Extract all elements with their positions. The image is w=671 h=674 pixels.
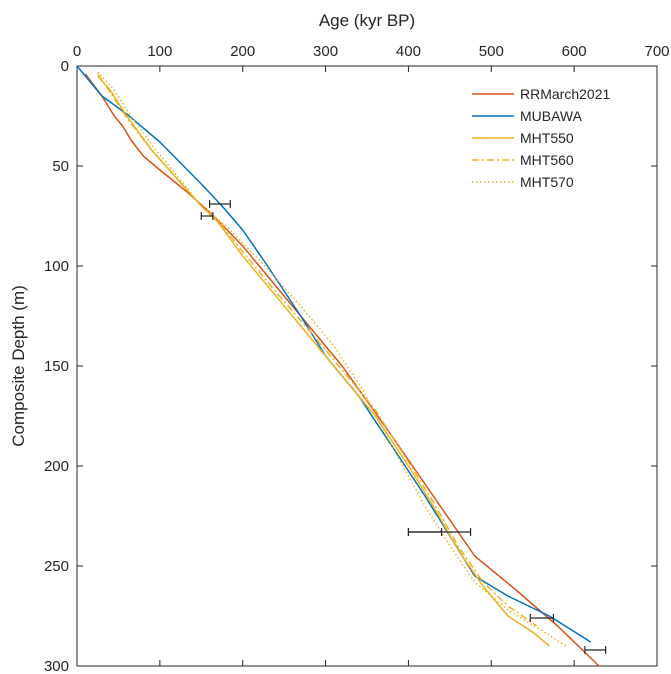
x-tick-label: 700	[644, 43, 669, 60]
series-line-mht560	[97, 73, 538, 627]
x-axis-title: Age (kyr BP)	[319, 11, 415, 30]
y-tick-label: 100	[44, 258, 69, 275]
legend-label-mht560: MHT560	[520, 152, 574, 168]
x-tick-label: 400	[396, 43, 421, 60]
series-line-mht570	[97, 71, 567, 647]
x-tick-label: 300	[313, 43, 338, 60]
y-tick-label: 50	[52, 158, 69, 175]
y-tick-label: 300	[44, 658, 69, 674]
x-axis-ticks: 0 100 200 300 400 500 600 700	[73, 43, 670, 666]
legend-label-mht570: MHT570	[520, 174, 574, 190]
series-layer	[76, 65, 600, 667]
series-line-rrmarch2021	[84, 73, 600, 667]
y-tick-label: 150	[44, 358, 69, 375]
y-axis-ticks: 0 50 100 150 200 250 300	[44, 58, 657, 674]
y-axis-title: Composite Depth (m)	[9, 285, 28, 447]
y-tick-label: 200	[44, 458, 69, 475]
legend: RRMarch2021 MUBAWA MHT550 MHT560 MHT570	[465, 78, 615, 196]
x-tick-label: 0	[73, 43, 81, 60]
series-line-mubawa	[76, 65, 592, 643]
y-tick-label: 250	[44, 558, 69, 575]
legend-label-mubawa: MUBAWA	[520, 108, 583, 124]
error-bars	[200, 200, 607, 654]
x-tick-label: 600	[562, 43, 587, 60]
y-tick-label: 0	[61, 58, 69, 75]
legend-label-mht550: MHT550	[520, 130, 574, 146]
legend-label-rrmarch2021: RRMarch2021	[520, 86, 610, 102]
x-tick-label: 500	[479, 43, 504, 60]
legend-box	[465, 78, 615, 196]
x-tick-label: 100	[147, 43, 172, 60]
x-tick-label: 200	[230, 43, 255, 60]
